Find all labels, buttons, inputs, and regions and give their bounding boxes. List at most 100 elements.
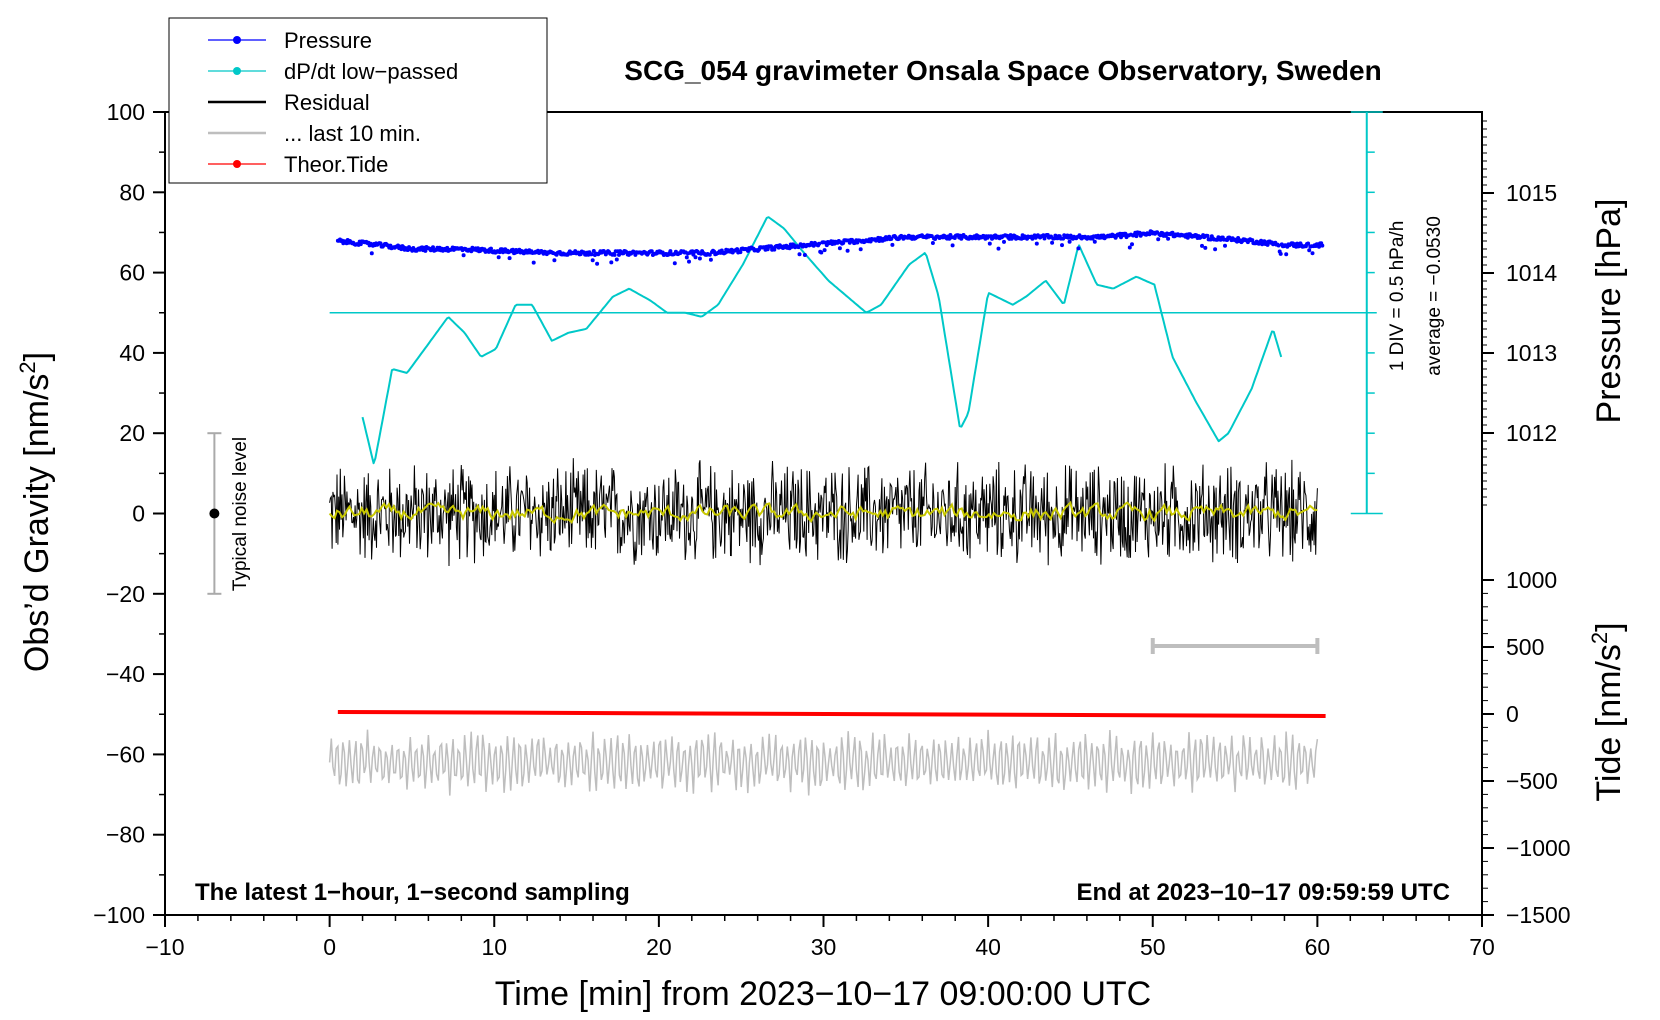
average-label: average = −0.0530 [1424, 216, 1445, 376]
pressure-point [671, 252, 676, 257]
pressure-point [837, 246, 842, 251]
pressure-point [687, 259, 691, 264]
pressure-reference [329, 111, 1383, 515]
pressure-point [591, 249, 596, 253]
legend-label: dP/dt low−passed [284, 59, 458, 84]
pressure-point [996, 246, 1001, 251]
x-tick-label: 20 [646, 934, 672, 960]
legend-marker [233, 67, 241, 75]
noise-center-dot [209, 508, 220, 519]
tide-tick-label: 500 [1506, 634, 1544, 660]
annotation-right: End at 2023−10−17 09:59:59 UTC [1076, 879, 1450, 906]
y-tick-label: −100 [93, 902, 145, 928]
y-axis-tide: −1500 −1000 −500 0 500 1000 [1482, 567, 1571, 928]
x-axis: −10 0 10 20 30 40 50 60 70 [145, 915, 1495, 960]
pressure-point [1203, 245, 1208, 250]
pressure-point [1050, 240, 1055, 245]
pressure-point [589, 252, 594, 257]
y-axis-title-left: Obs’d Gravity [nm/s2] [15, 352, 56, 672]
pressure-point [1320, 243, 1325, 248]
y-axis-title-tide-end: ] [1590, 622, 1628, 631]
x-tick-label: 70 [1469, 934, 1495, 960]
pressure-point [672, 261, 677, 266]
pressure-point [1185, 235, 1190, 240]
y-tick-label: −40 [106, 661, 145, 687]
x-axis-title: Time [min] from 2023−10−17 09:00:00 UTC [495, 975, 1151, 1013]
noise-label: Typical noise level [230, 437, 251, 591]
x-tick-label: 40 [975, 934, 1001, 960]
pressure-tick-label: 1013 [1506, 340, 1557, 366]
pressure-point [822, 248, 827, 253]
pressure-point [1317, 244, 1321, 249]
pressure-point [930, 241, 935, 245]
y-tick-label: 0 [132, 501, 145, 527]
x-tick-label: 60 [1305, 934, 1331, 960]
residual-line [329, 458, 1318, 567]
pressure-point [1307, 248, 1312, 253]
series-layer [328, 216, 1326, 796]
tide-tick-label: 0 [1506, 701, 1519, 727]
y-axis-left: −100 −80 −60 −40 −20 0 20 40 60 80 100 [93, 99, 165, 928]
legend: Pressure dP/dt low−passed Residual ... last… [168, 17, 548, 184]
tide-tick-label: −1000 [1506, 835, 1571, 861]
pressure-point [819, 250, 824, 255]
residual-smoothed-line [328, 500, 1318, 525]
pressure-point [797, 252, 802, 257]
pressure-point [1034, 241, 1039, 246]
pressure-point [1310, 251, 1315, 256]
legend-marker [233, 36, 241, 44]
pressure-point [668, 249, 673, 254]
legend-box [168, 17, 548, 184]
tide-tick-label: 1000 [1506, 567, 1557, 593]
pressure-point [697, 256, 702, 261]
tide-tick-label: −500 [1506, 768, 1558, 794]
pressure-point [708, 257, 713, 262]
pressure-point [612, 252, 617, 257]
pressure-point [1213, 247, 1218, 252]
pressure-point [496, 255, 501, 260]
pressure-point [461, 253, 466, 258]
x-tick-label: 50 [1140, 934, 1166, 960]
pressure-point [890, 242, 895, 247]
pressure-point [609, 260, 614, 265]
y-axis-title-left-sup: 2 [15, 361, 40, 373]
legend-label: Pressure [284, 28, 372, 53]
pressure-point [1205, 233, 1210, 238]
noise-indicator [207, 432, 222, 595]
chart-title: SCG_054 gravimeter Onsala Space Observat… [624, 55, 1381, 86]
pressure-point [378, 241, 383, 246]
x-tick-label: 30 [811, 934, 837, 960]
x-tick-label: 10 [481, 934, 507, 960]
pressure-point [489, 246, 493, 251]
pressure-point [431, 245, 435, 250]
legend-label: Residual [284, 90, 370, 115]
pressure-point [1092, 239, 1097, 244]
pressure-point [507, 256, 512, 261]
pressure-tick-label: 1012 [1506, 420, 1557, 446]
last-10-min-line [328, 729, 1319, 796]
x-tick-label: 0 [323, 934, 336, 960]
pressure-point [510, 247, 515, 252]
pressure-point [590, 258, 595, 263]
pressure-point [1002, 239, 1006, 244]
pressure-point [595, 261, 600, 266]
pressure-point [423, 248, 428, 253]
y-tick-label: 80 [119, 179, 145, 205]
pressure-point [707, 252, 712, 257]
tide-line [337, 709, 1326, 719]
pressure-series [335, 229, 1325, 266]
pressure-tick-label: 1014 [1506, 260, 1557, 286]
pressure-point [1250, 238, 1255, 243]
pressure-point [987, 241, 992, 246]
y-tick-label: 40 [119, 340, 145, 366]
last-10-min-bar [1150, 637, 1320, 654]
pressure-point [614, 257, 619, 262]
legend-label: ... last 10 min. [284, 121, 421, 146]
y-tick-label: −80 [106, 822, 145, 848]
legend-label: Theor.Tide [284, 152, 388, 177]
pressure-point [1265, 242, 1270, 247]
pressure-point [802, 253, 807, 257]
pressure-point [1278, 251, 1283, 256]
pressure-point [817, 241, 822, 246]
